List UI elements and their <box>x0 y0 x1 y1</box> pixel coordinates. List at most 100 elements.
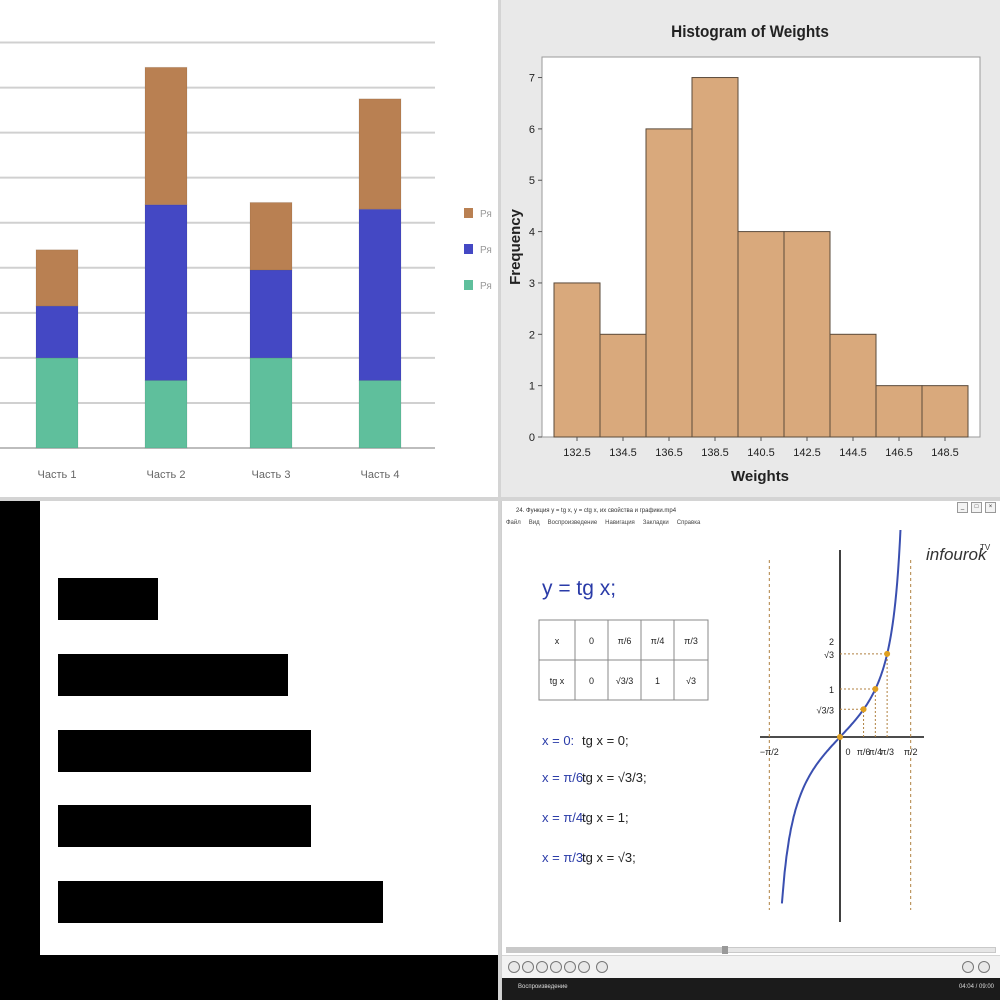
y-tick-label: 6 <box>529 124 535 136</box>
x-tick-label: π/3 <box>880 747 894 757</box>
table-cell: π/3 <box>684 636 698 646</box>
menu-item[interactable]: Воспроизведение <box>547 520 598 526</box>
x-tick-label: 140.5 <box>747 447 775 459</box>
play-icon[interactable] <box>508 961 520 973</box>
x-tick-label: 142.5 <box>793 447 821 459</box>
stacked-bar-segment <box>358 98 402 210</box>
x-tick-label: 144.5 <box>839 447 867 459</box>
rewind-icon[interactable] <box>536 961 548 973</box>
settings-icon[interactable] <box>978 961 990 973</box>
table-cell: √3 <box>686 676 696 686</box>
window-controls: _ □ × <box>957 502 996 513</box>
x-tick-label: π/2 <box>904 747 918 757</box>
previous-icon[interactable] <box>564 961 576 973</box>
lesson-frame: y = tg x;x 0 π/6 π/4 π/3tg x 0 √3/3 1 √3x = 0: tg… <box>538 530 991 922</box>
horizontal-bar-chart <box>0 500 500 1000</box>
stacked-bar-segment <box>358 379 402 449</box>
y-tick-label: 3 <box>529 278 535 290</box>
bottom-frame-border <box>0 955 500 1000</box>
stacked-bar-segment <box>35 305 79 359</box>
maximize-button[interactable]: □ <box>971 502 982 513</box>
seek-bar[interactable] <box>506 946 996 954</box>
horizontal-bar-panel <box>0 500 500 1000</box>
highlighted-point <box>837 734 843 740</box>
histogram-bar <box>921 385 969 438</box>
close-button[interactable]: × <box>985 502 996 513</box>
tangent-curve <box>780 530 902 904</box>
next-icon[interactable] <box>578 961 590 973</box>
brand-logo: infourok <box>926 545 988 564</box>
menu-item[interactable]: Навигация <box>605 520 635 526</box>
histogram-bar <box>737 231 785 438</box>
forward-icon[interactable] <box>550 961 562 973</box>
stacked-bar-segment <box>249 201 293 271</box>
x-tick-label: π/6 <box>857 747 871 757</box>
histogram-panel: Histogram of Weights 0 1 2 3 4 5 6 7 132.5 134.5 13… <box>500 0 1000 500</box>
x-tick-label: −π/2 <box>760 747 779 757</box>
stacked-bar-segment <box>144 379 188 449</box>
histogram-bar <box>783 231 831 438</box>
highlighted-point <box>860 706 867 713</box>
equation-lhs: x = 0: <box>542 733 574 748</box>
menu-bar: Файл Вид Воспроизведение Навигация Закладки С… <box>506 520 700 526</box>
table-cell: √3/3 <box>616 676 633 686</box>
y-tick-label: √3 <box>824 650 834 660</box>
stacked-bar-segment <box>249 269 293 359</box>
seek-progress <box>507 948 722 952</box>
x-tick-label: π/4 <box>868 747 882 757</box>
y-tick-label: 5 <box>529 175 535 187</box>
status-bar: Воспроизведение 04:04 / 09:00 <box>502 978 1000 1000</box>
legend-label: Ря <box>480 245 492 256</box>
horizontal-bar <box>58 881 383 923</box>
x-tick-label: Часть 3 <box>252 469 291 481</box>
y-tick-label: 7 <box>529 73 535 85</box>
stacked-bar-segment <box>35 249 79 307</box>
histogram-bar <box>553 282 601 438</box>
horizontal-bar <box>58 654 288 696</box>
time-readout: 04:04 / 09:00 <box>958 984 994 990</box>
menu-item[interactable]: Вид <box>528 520 540 526</box>
table-cell: 0 <box>589 636 594 646</box>
x-tick-label: Часть 4 <box>361 469 400 481</box>
stacked-bar-chart: Часть 1 Часть 2 Часть 3 Часть 4 Ря Ря Ря <box>0 41 492 481</box>
table-cell: x <box>555 636 560 646</box>
histogram-bar <box>875 385 923 438</box>
menu-item[interactable]: Файл <box>506 520 521 526</box>
legend-swatch <box>464 208 473 218</box>
x-tick-label: 136.5 <box>655 447 683 459</box>
histogram-bar <box>645 128 693 438</box>
horizontal-bar <box>58 578 158 620</box>
video-player-window: 24. Функция y = tg x, y = ctg x, их свой… <box>500 500 1000 1000</box>
x-tick-label: 148.5 <box>931 447 959 459</box>
y-tick-label: 2 <box>529 329 535 341</box>
legend-swatch <box>464 280 473 290</box>
equation-lhs: x = π/4: <box>542 810 587 825</box>
y-axis-label: Frequency <box>507 208 524 285</box>
volume-icon[interactable] <box>962 961 974 973</box>
stop-icon[interactable] <box>522 961 534 973</box>
quadrant-divider-vertical <box>498 0 501 1000</box>
window-title: 24. Функция y = tg x, y = ctg x, их свой… <box>516 508 677 514</box>
legend-swatch <box>464 244 473 254</box>
function-title: y = tg x; <box>542 577 616 600</box>
stacked-bar-segment <box>35 357 79 449</box>
table-cell: 0 <box>589 676 594 686</box>
histogram-chart: Histogram of Weights 0 1 2 3 4 5 6 7 132.5 134.5 13… <box>507 22 981 485</box>
seek-handle[interactable] <box>721 946 728 954</box>
y-tick-label: 4 <box>529 227 535 239</box>
minimize-button[interactable]: _ <box>957 502 968 513</box>
equation-rhs: tg x = √3; <box>582 850 636 865</box>
fullscreen-icon[interactable] <box>596 961 608 973</box>
x-tick-label: 132.5 <box>563 447 591 459</box>
stacked-bar-segment <box>144 66 188 206</box>
stacked-bar-segment <box>249 357 293 449</box>
stacked-bar-segment <box>358 208 402 381</box>
highlighted-point <box>872 686 879 692</box>
equation-rhs: tg x = √3/3; <box>582 770 647 785</box>
x-tick-label: 0 <box>845 747 850 757</box>
status-text: Воспроизведение <box>518 984 568 990</box>
menu-item[interactable]: Справка <box>676 520 701 526</box>
equation-lhs: x = π/3: <box>542 850 587 865</box>
menu-item[interactable]: Закладки <box>642 520 669 526</box>
playback-controls <box>502 955 1000 978</box>
